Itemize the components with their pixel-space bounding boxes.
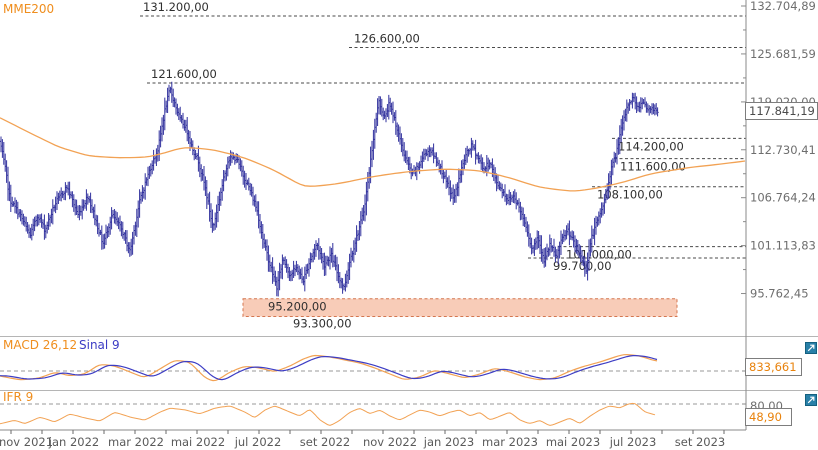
price-level-label: 108.100,00 — [597, 188, 663, 202]
mme200-indicator-label: MME200 — [3, 2, 55, 16]
ifr-panel-expand-icon[interactable] — [805, 391, 817, 406]
macd-line — [0, 353, 658, 382]
price-level-label: 111.600,00 — [620, 160, 686, 174]
y-axis-tick-label: 106.764,24 — [750, 191, 816, 205]
mme200-line — [0, 117, 746, 192]
macd-value-box: 833,661 — [745, 358, 802, 376]
y-axis-tick-label: 101.113,83 — [750, 239, 816, 253]
x-axis-label: nov 2021 — [0, 435, 53, 449]
x-axis-label: mai 2022 — [171, 435, 225, 449]
x-axis-label: set 2023 — [675, 435, 726, 449]
price-level-label: 131.200,00 — [143, 0, 209, 14]
signal-indicator-label: Sinal 9 — [79, 338, 120, 352]
price-level-label: 99.700,00 — [553, 259, 612, 273]
price-level-label: 126.600,00 — [354, 32, 420, 46]
ifr-value-box: 48,90 — [745, 408, 792, 426]
price-level-label: 114.200,00 — [618, 139, 684, 153]
ifr-line — [0, 402, 656, 426]
x-axis-label: set 2022 — [300, 435, 351, 449]
y-axis-tick-label: 112.730,41 — [750, 143, 816, 157]
x-axis-label: mai 2023 — [546, 435, 600, 449]
price-level-label: 121.600,00 — [151, 67, 217, 81]
y-axis-tick-label: 95.762,45 — [750, 287, 809, 301]
macd-signal-line — [0, 355, 658, 381]
candlestick-series — [0, 81, 659, 297]
x-axis-label: nov 2022 — [363, 435, 417, 449]
macd-indicator-label: MACD 26,12 — [3, 338, 78, 352]
zone-bottom-label: 93.300,00 — [293, 316, 352, 330]
support-zone — [242, 298, 678, 318]
y-axis-tick-label: 125.681,59 — [750, 47, 816, 61]
x-axis-label: jul 2022 — [234, 435, 282, 449]
zone-top-label: 95.200,00 — [268, 300, 327, 314]
y-axis-tick-label: 132.704,89 — [750, 0, 816, 13]
current-price-box: 117.841,19 — [745, 102, 818, 120]
x-axis-label: mar 2022 — [108, 435, 164, 449]
macd-panel-expand-icon[interactable] — [805, 339, 817, 354]
expand-icon — [805, 342, 817, 354]
ifr-indicator-label: IFR 9 — [3, 390, 34, 404]
x-axis-label: jul 2023 — [609, 435, 657, 449]
x-axis-label: mar 2023 — [482, 435, 538, 449]
expand-icon — [805, 394, 817, 406]
x-axis-label: jan 2023 — [423, 435, 474, 449]
x-axis-label: jan 2022 — [48, 435, 99, 449]
